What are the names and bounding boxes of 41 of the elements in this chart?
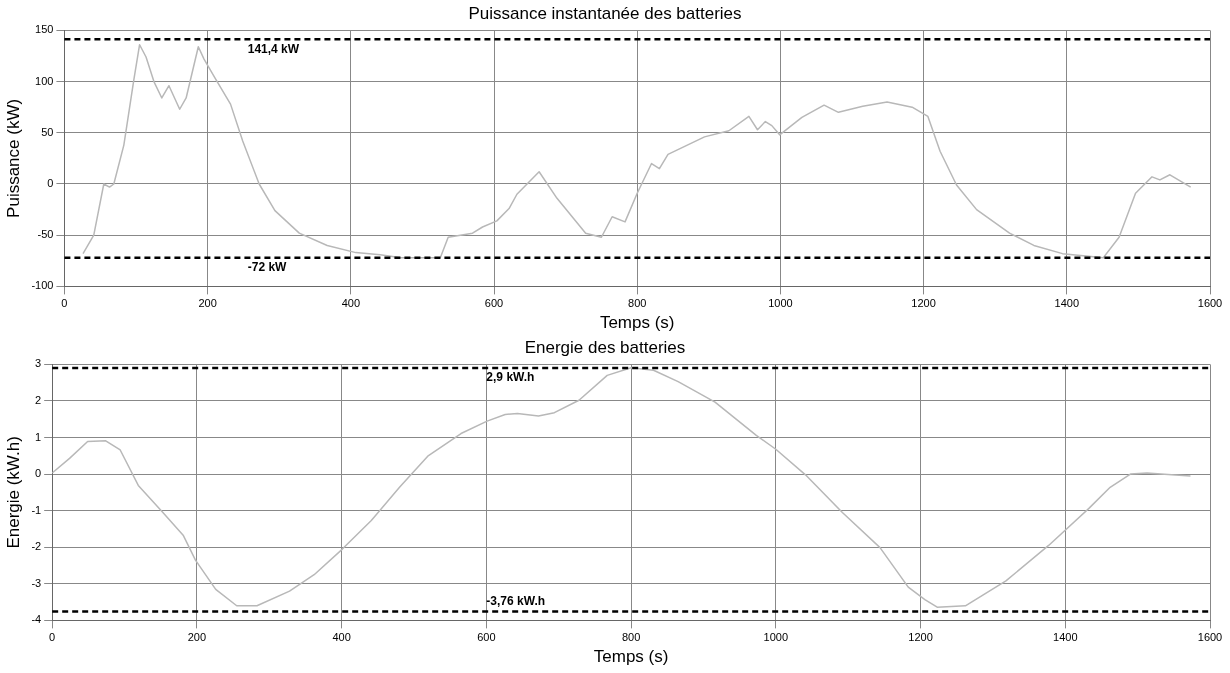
y-tick-label: 0 <box>47 177 54 190</box>
y-tick-label: -4 <box>31 613 42 626</box>
x-tick-label: 1200 <box>911 297 936 310</box>
ref-line-label: -3,76 kW.h <box>486 593 546 608</box>
x-tick-label: 1200 <box>908 631 933 644</box>
x-tick-label: 0 <box>61 297 68 310</box>
x-tick-label: 200 <box>198 297 217 310</box>
ref-line-label: -72 kW <box>247 260 288 275</box>
x-tick-label: 1400 <box>1053 631 1078 644</box>
x-tick-label: 1000 <box>763 631 789 644</box>
x-tick-label: 1600 <box>1197 297 1223 310</box>
x-tick-label: 400 <box>341 297 360 310</box>
x-tick-label: 600 <box>477 631 496 644</box>
chart-title: Energie des batteries <box>524 337 686 357</box>
y-tick-label: -2 <box>31 540 42 553</box>
y-tick-label: 0 <box>35 467 42 480</box>
x-axis-title: Temps (s) <box>593 647 669 667</box>
y-tick-label: -50 <box>37 228 54 241</box>
y-tick-label: -1 <box>31 503 42 516</box>
y-axis-title: Energie (kW.h) <box>3 436 23 549</box>
x-tick-label: 200 <box>187 631 207 644</box>
x-axis-title: Temps (s) <box>599 313 675 333</box>
x-tick-label: 1000 <box>768 297 793 310</box>
x-tick-label: 400 <box>332 631 351 644</box>
y-tick-label: 3 <box>35 357 42 370</box>
x-tick-label: 800 <box>628 297 647 310</box>
ref-line-label: 2,9 kW.h <box>486 370 535 385</box>
y-tick-label: -100 <box>31 279 54 292</box>
y-tick-label: -3 <box>31 576 42 589</box>
x-tick-label: 600 <box>484 297 504 310</box>
y-tick-label: 1 <box>35 430 42 443</box>
x-tick-label: 800 <box>621 631 641 644</box>
x-tick-label: 1600 <box>1197 631 1223 644</box>
y-tick-label: 2 <box>35 394 42 406</box>
ref-line-label: 141,4 kW <box>247 41 300 56</box>
chart-title: Puissance instantanée des batteries <box>468 3 742 23</box>
y-tick-label: 50 <box>41 125 54 138</box>
y-tick-label: 100 <box>35 74 54 87</box>
y-tick-label: 150 <box>35 23 54 36</box>
y-axis-title: Puissance (kW) <box>3 98 23 218</box>
x-tick-label: 1400 <box>1054 297 1080 310</box>
